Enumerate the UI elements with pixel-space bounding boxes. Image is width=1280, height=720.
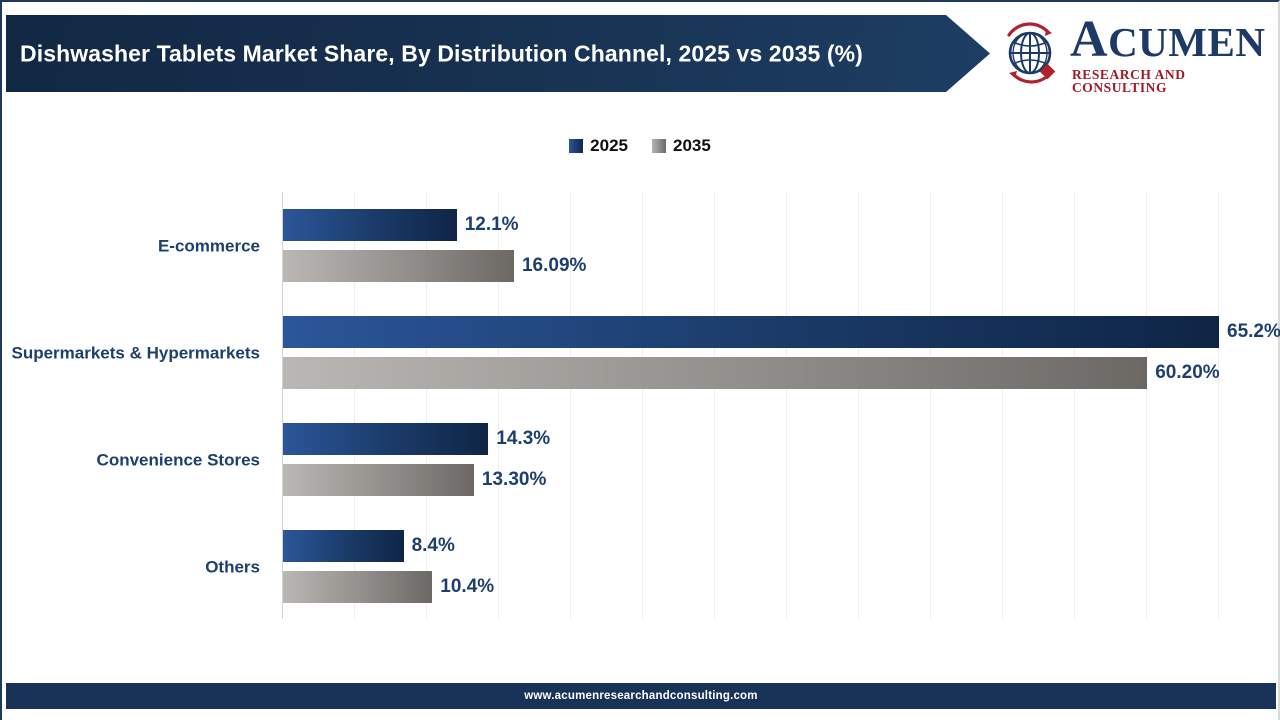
chart-legend: 2025 2035: [2, 136, 1278, 156]
chart-row-e-commerce: E-commerce 12.1% 16.09%: [158, 192, 1218, 299]
bar-value-label: 12.1%: [464, 214, 519, 235]
bar-2035[interactable]: 16.09%: [283, 250, 586, 282]
gridline: [498, 192, 499, 619]
category-label: Convenience Stores: [96, 449, 260, 469]
gridline: [426, 192, 427, 619]
gridline: [1002, 192, 1003, 619]
bar-value-label: 60.20%: [1155, 362, 1220, 383]
bar-2025[interactable]: 14.3%: [283, 423, 550, 455]
bar-fill: [283, 464, 474, 496]
chart-row-others: Others 8.4% 10.4%: [205, 513, 1218, 620]
bar-2035[interactable]: 10.4%: [283, 571, 494, 603]
bar-value-label: 13.30%: [481, 469, 547, 490]
title-banner-shape: [6, 15, 990, 92]
bar-2025[interactable]: 12.1%: [283, 209, 519, 241]
gridline: [642, 192, 643, 619]
gridline: [1074, 192, 1075, 619]
bar-2035[interactable]: 13.30%: [283, 464, 546, 496]
bar-fill: [283, 209, 457, 241]
logo-wordmark: ACUMEN RESEARCH AND CONSULTING: [1070, 10, 1266, 95]
legend-label-2035: 2035: [673, 136, 711, 155]
legend-item-2025[interactable]: 2025: [569, 136, 628, 156]
category-label: Supermarkets & Hypermarkets: [11, 342, 260, 362]
logo-name-rest: CUMEN: [1108, 18, 1266, 65]
title-banner: Dishwasher Tablets Market Share, By Dist…: [6, 15, 990, 92]
legend-swatch-2035: [652, 139, 666, 153]
legend-item-2035[interactable]: 2035: [652, 136, 711, 156]
footer-url: www.acumenresearchandconsulting.com: [524, 690, 758, 702]
bar-2035[interactable]: 60.20%: [283, 357, 1220, 389]
gridline: [1146, 192, 1147, 619]
gridline: [930, 192, 931, 619]
legend-label-2025: 2025: [590, 136, 628, 155]
gridline: [570, 192, 571, 619]
category-label: E-commerce: [157, 235, 260, 255]
bar-fill: [283, 250, 514, 282]
logo-tagline: RESEARCH AND CONSULTING: [1072, 66, 1186, 95]
bar-value-label: 10.4%: [440, 576, 495, 597]
bar-value-label: 65.2%: [1227, 321, 1280, 342]
legend-swatch-2025: [569, 139, 584, 153]
bar-fill: [283, 571, 433, 603]
bar-fill: [283, 423, 489, 455]
gridline: [1218, 192, 1219, 619]
logo-name-initial: A: [1070, 10, 1109, 68]
bar-value-label: 14.3%: [496, 428, 551, 449]
category-label: Others: [205, 556, 260, 576]
company-logo: ACUMEN RESEARCH AND CONSULTING: [996, 13, 1265, 94]
gridline: [354, 192, 355, 619]
bar-fill: [283, 530, 404, 562]
gridline: [858, 192, 859, 619]
bar-2025[interactable]: 8.4%: [283, 530, 455, 562]
globe-icon: [996, 21, 1064, 87]
gridline: [786, 192, 787, 619]
footer-bar: www.acumenresearchandconsulting.com: [6, 683, 1276, 709]
chart-row-supermarkets-hypermarkets: Supermarkets & Hypermarkets 65.2% 60.20%: [11, 299, 1280, 406]
logo-name: ACUMEN: [1070, 10, 1266, 68]
bar-value-label: 8.4%: [411, 535, 455, 556]
page-title: Dishwasher Tablets Market Share, By Dist…: [20, 40, 863, 66]
bar-value-label: 16.09%: [521, 255, 587, 276]
bar-2025[interactable]: 65.2%: [283, 316, 1280, 348]
y-axis-line: [282, 192, 283, 619]
chart-row-convenience-stores: Convenience Stores 14.3% 13.30%: [97, 406, 1218, 513]
gridline: [714, 192, 715, 619]
plot-area: E-commerce 12.1% 16.09% Supermarkets & H…: [11, 192, 1280, 620]
bar-fill: [283, 316, 1219, 348]
bar-fill: [283, 357, 1148, 389]
